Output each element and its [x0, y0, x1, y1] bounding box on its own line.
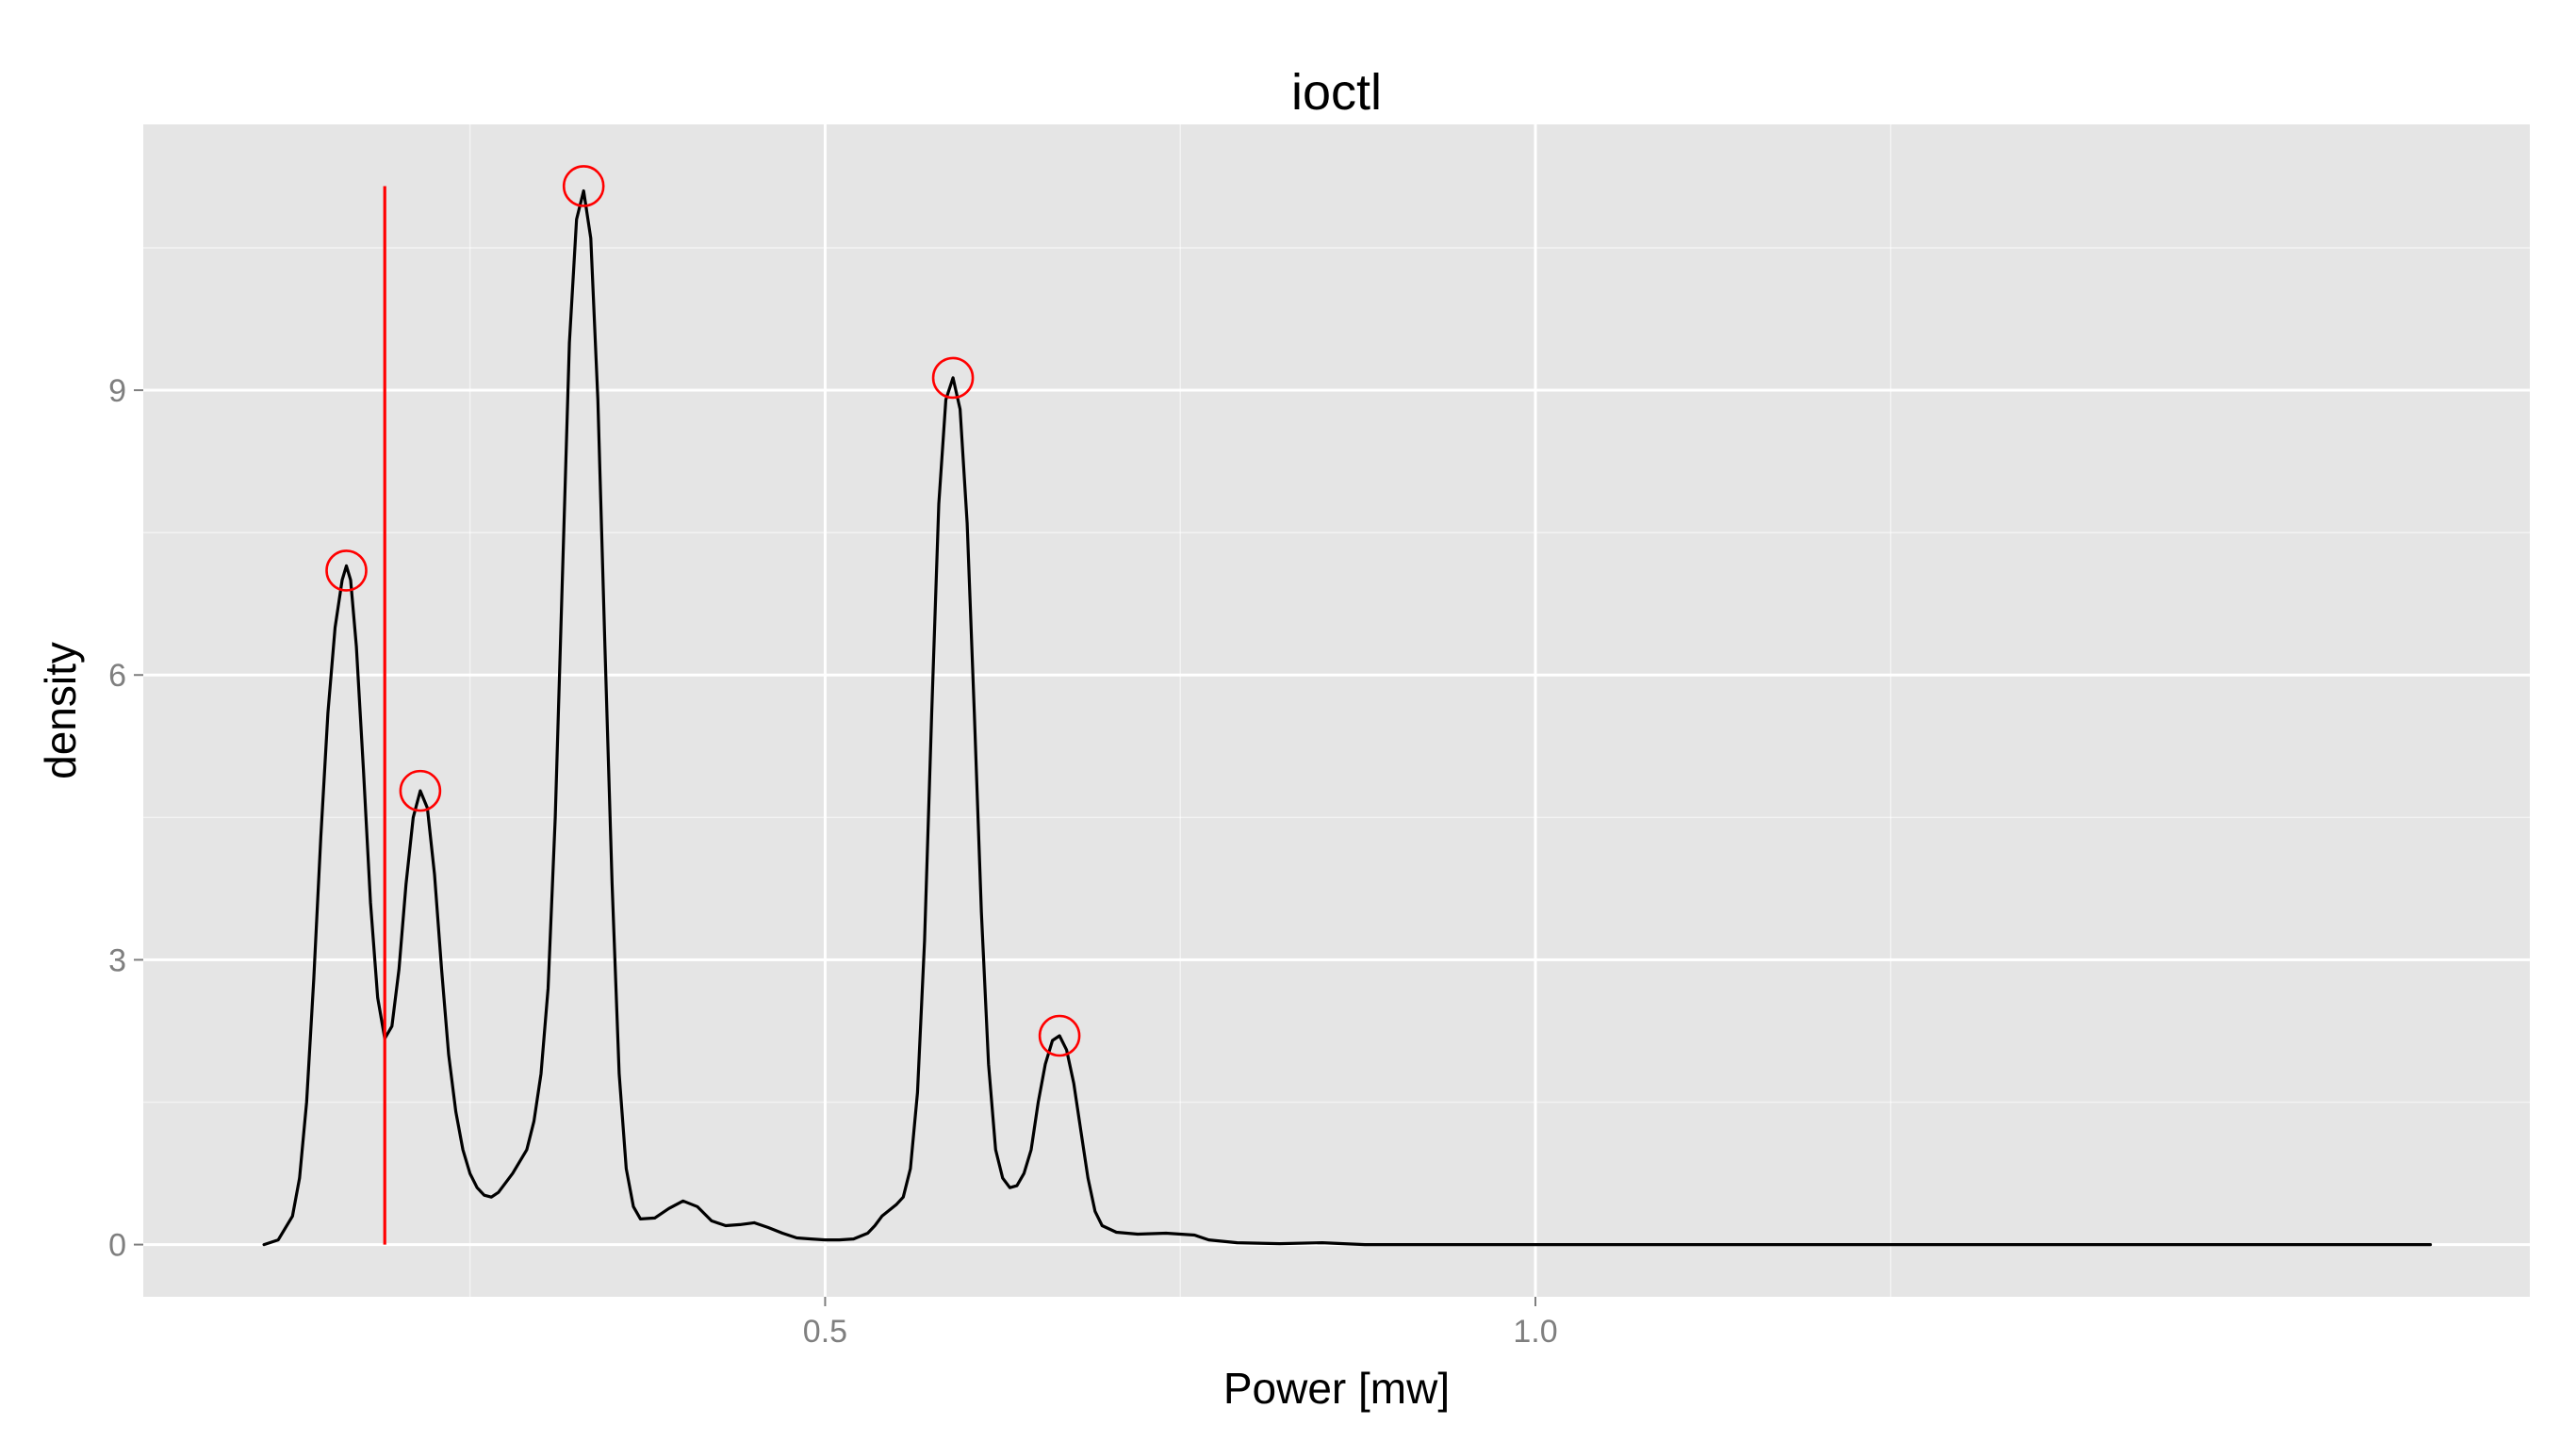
x-axis-label: Power [mw]: [1223, 1364, 1450, 1413]
plot-panel: [143, 124, 2530, 1297]
y-tick-label: 3: [108, 942, 126, 978]
y-axis: 0 3 6 9: [108, 373, 143, 1264]
y-tick-label: 6: [108, 658, 126, 694]
minor-gridlines: [143, 124, 2530, 1297]
y-axis-label: density: [36, 642, 85, 779]
y-tick-label: 9: [108, 373, 126, 409]
peak-marker: [325, 549, 368, 592]
x-tick-label: 1.0: [1513, 1314, 1557, 1350]
peak-markers: [325, 165, 1081, 1057]
major-gridlines: [143, 124, 2530, 1297]
y-tick-label: 0: [108, 1228, 126, 1264]
x-tick-label: 0.5: [803, 1314, 847, 1350]
peak-marker: [1038, 1014, 1081, 1057]
peak-marker: [399, 769, 442, 812]
density-curve: [262, 188, 2433, 1247]
peak-marker: [562, 165, 605, 207]
x-axis: 0.5 1.0: [803, 1297, 1558, 1350]
chart-title: ioctl: [1291, 64, 1382, 121]
peak-marker: [931, 356, 975, 400]
series-layer: [262, 188, 2433, 1247]
